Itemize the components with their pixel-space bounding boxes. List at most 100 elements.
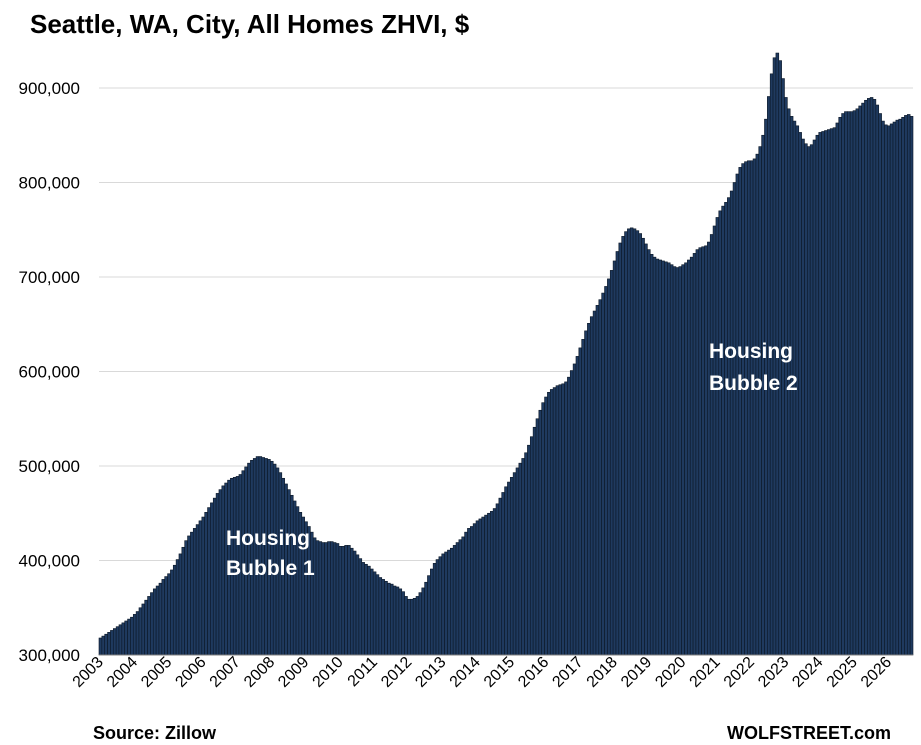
bar: [541, 402, 545, 656]
bar: [450, 547, 454, 656]
bar: [395, 586, 400, 656]
bar: [889, 123, 894, 656]
x-tick-label: 2019: [618, 654, 655, 691]
bar: [475, 520, 480, 656]
bar: [132, 614, 137, 656]
bar: [469, 526, 474, 656]
bar: [675, 267, 680, 656]
x-tick-label: 2006: [172, 654, 209, 691]
bar: [749, 160, 754, 656]
bar: [612, 260, 617, 656]
bar: [547, 391, 551, 656]
bar: [564, 381, 568, 656]
bar: [167, 573, 171, 656]
bar: [712, 225, 717, 656]
bar: [681, 264, 685, 656]
bar: [644, 243, 648, 656]
y-tick-labels: 300,000 400,000 500,000 600,000 700,000 800,0…: [19, 79, 80, 665]
bar: [532, 426, 537, 656]
bar: [669, 264, 674, 656]
bar: [452, 545, 457, 656]
x-tick-label: 2005: [138, 654, 175, 691]
x-tick-label: 2015: [481, 654, 518, 691]
bar: [107, 632, 111, 656]
annotation-bubble-1-line2: Bubble 1: [226, 557, 315, 580]
bar: [338, 546, 343, 656]
bar: [698, 247, 702, 656]
source-label: Source: Zillow: [93, 723, 217, 743]
bar: [824, 130, 828, 656]
bar: [886, 125, 891, 656]
bar: [864, 99, 868, 656]
bar: [727, 197, 731, 656]
bar: [695, 249, 700, 656]
bar: [515, 467, 520, 656]
y-tick-label: 700,000: [19, 268, 80, 287]
y-tick-label: 900,000: [19, 79, 80, 98]
bar: [141, 603, 145, 656]
bar: [832, 127, 837, 656]
bar: [195, 524, 200, 656]
bar: [721, 205, 725, 656]
bar: [381, 579, 385, 656]
x-tick-label: 2016: [515, 654, 552, 691]
bar: [372, 571, 377, 656]
bar: [504, 486, 508, 656]
bar: [627, 228, 631, 656]
bar: [841, 113, 845, 656]
bar: [615, 251, 620, 656]
bar: [418, 592, 423, 656]
bar: [818, 132, 822, 656]
bar: [904, 115, 908, 656]
bar: [218, 489, 223, 656]
y-tick-label: 500,000: [19, 457, 80, 476]
bar: [438, 556, 443, 656]
bar: [310, 531, 314, 656]
bar: [581, 339, 585, 656]
bar: [692, 253, 697, 656]
bar: [732, 182, 737, 656]
x-tick-label: 2007: [207, 654, 244, 691]
bar: [484, 514, 488, 656]
bar: [641, 237, 645, 656]
bar: [350, 547, 354, 656]
bar: [667, 262, 671, 656]
bar: [647, 249, 651, 656]
bar: [812, 139, 817, 656]
bar: [552, 387, 557, 656]
brand-label: WOLFSTREET.com: [727, 723, 891, 743]
bar: [161, 579, 165, 656]
bar: [601, 292, 605, 656]
bar: [609, 270, 614, 656]
bar: [715, 217, 720, 656]
bar: [155, 585, 160, 656]
bar: [435, 559, 440, 656]
bar: [430, 568, 434, 656]
bar: [364, 563, 368, 656]
bar: [147, 596, 151, 656]
bar: [895, 119, 900, 656]
bar: [838, 116, 842, 656]
bar: [752, 158, 757, 656]
bar: [587, 323, 591, 656]
bar: [181, 546, 185, 656]
bar: [875, 104, 880, 656]
bar: [124, 620, 128, 656]
bar: [724, 202, 728, 656]
bar: [672, 266, 677, 656]
bar: [538, 409, 543, 656]
bar: [421, 587, 425, 656]
bar: [655, 258, 660, 656]
bar: [341, 546, 345, 656]
bar: [312, 537, 317, 656]
bar: [781, 78, 785, 656]
bar: [701, 246, 705, 656]
bar: [578, 347, 582, 656]
bar: [144, 599, 148, 656]
bar: [758, 146, 762, 656]
bar: [121, 622, 126, 656]
bar: [498, 497, 503, 656]
bar: [441, 553, 445, 656]
bar: [427, 575, 431, 656]
